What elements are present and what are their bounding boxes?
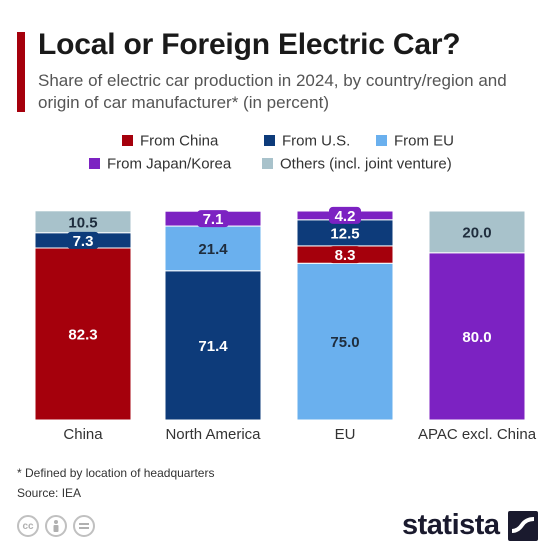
legend-label-others-incl-joint-venture: Others (incl. joint venture) — [280, 156, 452, 173]
category-label-eu: EU — [335, 426, 356, 443]
data-label-china-from-u-s: 7.3 — [73, 233, 94, 250]
data-label-bg-china-from-u-s — [67, 231, 99, 249]
bar-apac-excl-china-others-incl-joint-venture — [428, 210, 526, 254]
category-label-north-america: North America — [165, 426, 261, 443]
legend-label-from-china: From China — [140, 133, 219, 150]
legend-swatch-from-china — [122, 135, 133, 146]
data-label-china-others-incl-joint-venture: 10.5 — [68, 214, 97, 231]
bar-eu-from-eu — [296, 262, 394, 421]
bar-north-america-from-u-s — [164, 270, 262, 421]
statista-logo-icon — [507, 510, 538, 541]
chart-title: Local or Foreign Electric Car? — [38, 28, 461, 61]
bar-china-from-china — [34, 247, 132, 421]
data-label-eu-from-u-s: 12.5 — [330, 225, 359, 242]
legend-swatch-others-incl-joint-venture — [262, 158, 273, 169]
data-label-north-america-from-u-s: 71.4 — [198, 338, 228, 355]
legend-label-from-eu: From EU — [394, 133, 454, 150]
category-label-china: China — [63, 426, 103, 443]
data-label-bg-eu-from-china — [329, 246, 361, 264]
legend-label-from-japan-korea: From Japan/Korea — [107, 156, 232, 173]
footnote: * Defined by location of headquarters — [17, 466, 215, 480]
license-icons: cc — [17, 515, 95, 537]
data-label-north-america-from-japan-korea: 7.1 — [203, 211, 224, 228]
data-label-bg-china-others-incl-joint-venture — [67, 213, 99, 231]
data-label-apac-excl-china-others-incl-joint-venture: 20.0 — [462, 224, 491, 241]
brand-name: statista — [402, 509, 500, 541]
bar-apac-excl-china-from-japan-korea — [428, 252, 526, 421]
data-label-china-from-china: 82.3 — [68, 326, 97, 343]
data-label-bg-eu-from-japan-korea — [329, 206, 361, 224]
source: Source: IEA — [17, 486, 82, 500]
legend-swatch-from-japan-korea — [89, 158, 100, 169]
category-label-apac-excl-china: APAC excl. China — [418, 426, 537, 443]
cc-icon[interactable]: cc — [17, 515, 39, 537]
data-label-eu-from-china: 8.3 — [335, 247, 356, 264]
data-label-apac-excl-china-from-japan-korea: 80.0 — [462, 329, 491, 346]
by-icon[interactable] — [45, 515, 67, 537]
data-label-north-america-from-eu: 21.4 — [198, 241, 228, 258]
data-label-eu-from-japan-korea: 4.2 — [335, 208, 356, 225]
data-label-bg-north-america-from-japan-korea — [197, 210, 229, 228]
data-label-eu-from-eu: 75.0 — [330, 334, 359, 351]
legend-label-from-u-s: From U.S. — [282, 133, 350, 150]
bar-north-america-from-eu — [164, 225, 262, 272]
chart-subtitle: Share of electric car production in 2024… — [38, 71, 507, 112]
nd-icon[interactable] — [73, 515, 95, 537]
legend-swatch-from-u-s — [264, 135, 275, 146]
accent-bar — [17, 32, 25, 112]
statista-brand[interactable]: statista — [402, 509, 538, 542]
legend-swatch-from-eu — [376, 135, 387, 146]
